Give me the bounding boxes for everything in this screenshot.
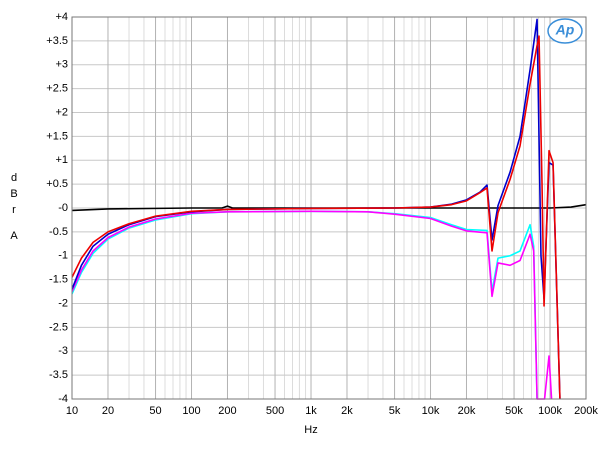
y-tick-label: -3: [58, 345, 68, 357]
y-tick-label: -4: [58, 393, 68, 405]
x-tick-label: 5k: [389, 405, 401, 417]
y-axis-label: r: [12, 204, 16, 216]
y-tick-label: -2: [58, 297, 68, 309]
y-tick-label: +0.5: [46, 178, 68, 190]
logo-badge: [547, 18, 583, 44]
series-line: [72, 35, 561, 400]
y-axis-label: A: [10, 230, 18, 242]
y-tick-label: +1: [55, 154, 68, 166]
logo-text: Ap: [555, 22, 575, 38]
y-tick-label: -0: [58, 202, 68, 214]
x-tick-label: 1k: [305, 405, 317, 417]
y-tick-label: +1.5: [46, 130, 68, 142]
x-tick-label: 100k: [538, 405, 562, 417]
y-tick-label: +3: [55, 59, 68, 71]
y-tick-label: -3.5: [49, 369, 68, 381]
logo: Ap: [547, 18, 583, 44]
y-tick-label: -2.5: [49, 321, 68, 333]
y-axis-label: B: [10, 188, 17, 200]
series-line: [72, 210, 553, 400]
y-tick-label: +4: [55, 11, 68, 23]
series-line: [72, 203, 587, 212]
x-tick-label: 100: [182, 405, 200, 417]
x-axis-label: Hz: [304, 424, 317, 436]
x-tick-label: 10: [66, 405, 78, 417]
x-tick-label: 50: [149, 405, 161, 417]
x-tick-label: 200: [218, 405, 236, 417]
x-tick-label: 50k: [505, 405, 523, 417]
x-tick-label: 2k: [341, 405, 353, 417]
x-tick-label: 20k: [458, 405, 476, 417]
y-tick-label: -0.5: [49, 226, 68, 238]
y-tick-label: +3.5: [46, 35, 68, 47]
x-tick-label: 500: [266, 405, 284, 417]
x-tick-label: 200k: [574, 405, 598, 417]
y-tick-label: +2.5: [46, 83, 68, 95]
y-tick-label: -1: [58, 250, 68, 262]
plot-frame: [71, 16, 587, 400]
y-tick-label: -1.5: [49, 274, 68, 286]
x-tick-label: 10k: [422, 405, 440, 417]
y-tick-label: +2: [55, 106, 68, 118]
y-axis-label: d: [11, 172, 17, 184]
x-tick-label: 20: [102, 405, 114, 417]
series-group: [72, 18, 587, 400]
